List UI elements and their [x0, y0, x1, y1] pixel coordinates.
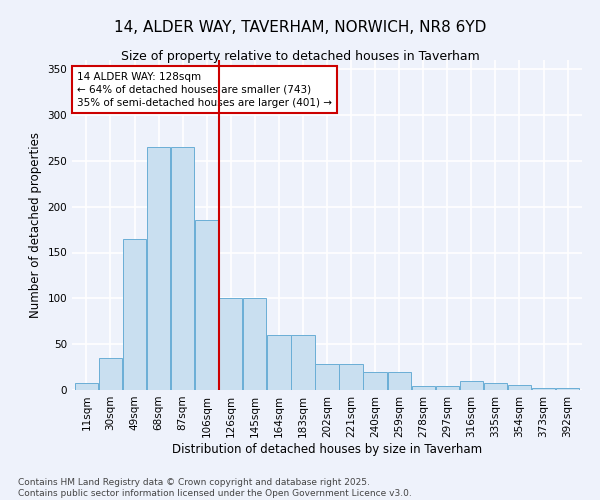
Bar: [556, 388, 579, 390]
Bar: [340, 364, 363, 390]
Bar: [243, 298, 266, 390]
Bar: [388, 372, 411, 390]
Y-axis label: Number of detached properties: Number of detached properties: [29, 132, 42, 318]
Bar: [484, 382, 507, 390]
Text: Size of property relative to detached houses in Taverham: Size of property relative to detached ho…: [121, 50, 479, 63]
Bar: [99, 358, 122, 390]
Bar: [147, 147, 170, 390]
Bar: [364, 372, 387, 390]
Bar: [460, 381, 483, 390]
Bar: [412, 386, 435, 390]
Bar: [219, 298, 242, 390]
Bar: [171, 147, 194, 390]
Text: 14, ALDER WAY, TAVERHAM, NORWICH, NR8 6YD: 14, ALDER WAY, TAVERHAM, NORWICH, NR8 6Y…: [114, 20, 486, 35]
Bar: [195, 220, 218, 390]
Bar: [316, 364, 338, 390]
Bar: [436, 386, 459, 390]
Text: Contains HM Land Registry data © Crown copyright and database right 2025.
Contai: Contains HM Land Registry data © Crown c…: [18, 478, 412, 498]
Bar: [75, 382, 98, 390]
X-axis label: Distribution of detached houses by size in Taverham: Distribution of detached houses by size …: [172, 442, 482, 456]
Bar: [508, 386, 531, 390]
Bar: [267, 335, 290, 390]
Bar: [123, 239, 146, 390]
Bar: [291, 335, 314, 390]
Bar: [532, 388, 555, 390]
Text: 14 ALDER WAY: 128sqm
← 64% of detached houses are smaller (743)
35% of semi-deta: 14 ALDER WAY: 128sqm ← 64% of detached h…: [77, 72, 332, 108]
